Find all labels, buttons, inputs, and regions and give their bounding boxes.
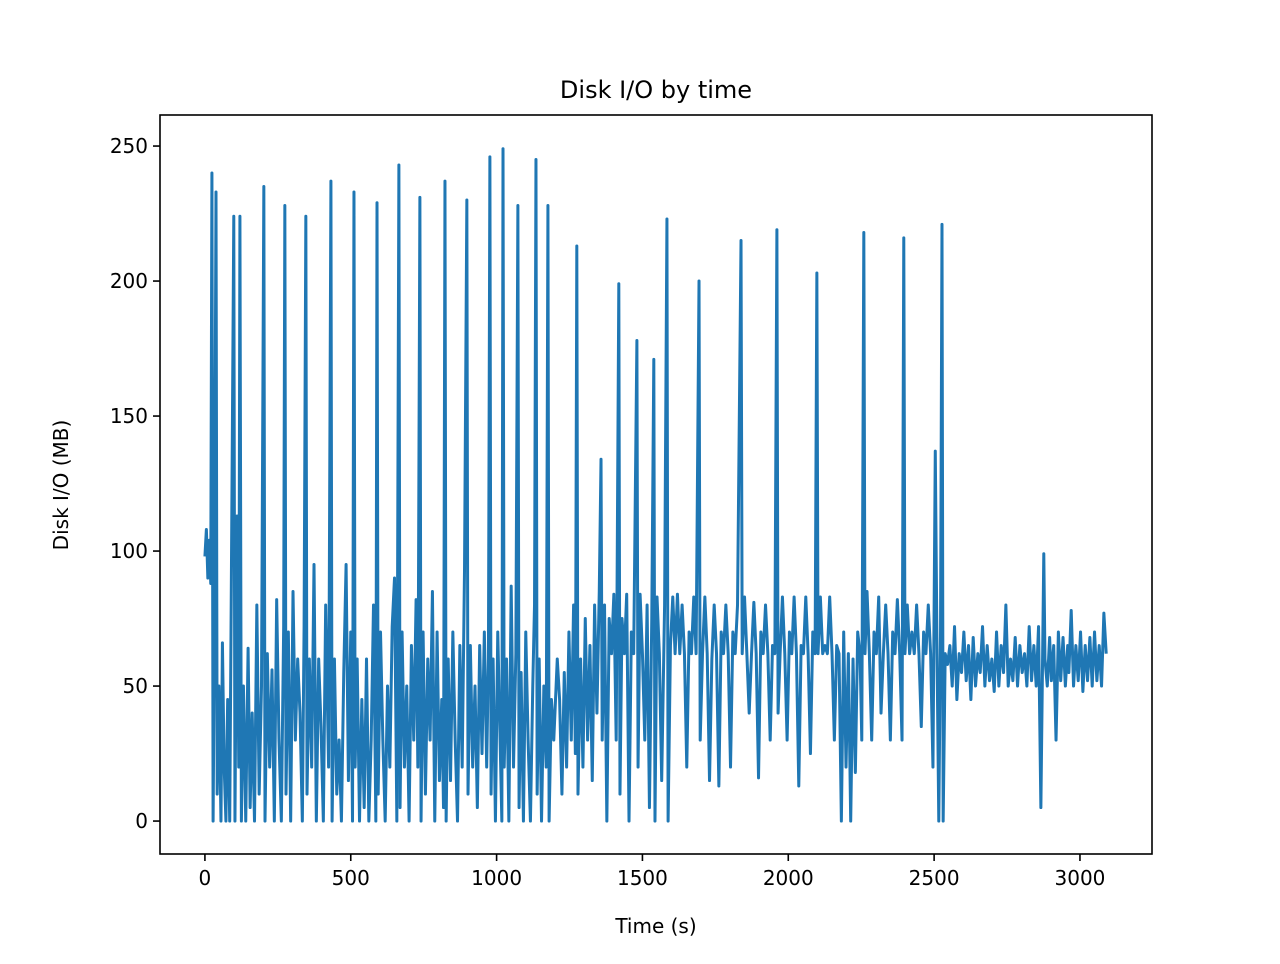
- x-tick-label: 1500: [617, 866, 668, 890]
- axes-frame: [159, 114, 1153, 855]
- plot-area: [203, 147, 1108, 823]
- y-tick-label: 150: [110, 404, 148, 428]
- y-tick-label: 250: [110, 134, 148, 158]
- y-tick-label: 100: [110, 539, 148, 563]
- x-tick-label: 500: [332, 866, 370, 890]
- y-tick-label: 50: [123, 674, 148, 698]
- x-axis-label: Time (s): [614, 914, 696, 938]
- x-tick-label: 1000: [471, 866, 522, 890]
- chart-title: Disk I/O by time: [560, 76, 752, 104]
- x-tick-label: 2000: [763, 866, 814, 890]
- x-tick-label: 2500: [909, 866, 960, 890]
- y-tick-label: 0: [135, 809, 148, 833]
- x-tick-label: 0: [199, 866, 212, 890]
- data-line: [203, 147, 1108, 823]
- y-axis-label: Disk I/O (MB): [49, 420, 73, 551]
- y-tick-label: 200: [110, 269, 148, 293]
- x-tick-label: 3000: [1055, 866, 1106, 890]
